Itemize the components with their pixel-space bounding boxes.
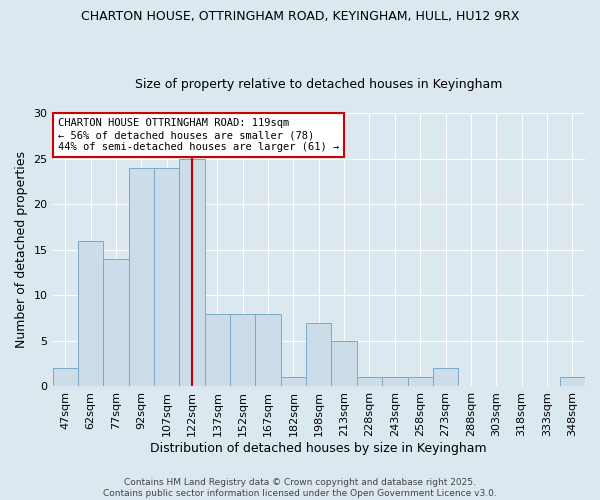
Bar xyxy=(205,314,230,386)
Bar xyxy=(103,259,128,386)
Text: Contains HM Land Registry data © Crown copyright and database right 2025.
Contai: Contains HM Land Registry data © Crown c… xyxy=(103,478,497,498)
Bar xyxy=(382,378,407,386)
Bar xyxy=(53,368,78,386)
Title: Size of property relative to detached houses in Keyingham: Size of property relative to detached ho… xyxy=(135,78,502,91)
Bar xyxy=(560,378,585,386)
Text: CHARTON HOUSE, OTTRINGHAM ROAD, KEYINGHAM, HULL, HU12 9RX: CHARTON HOUSE, OTTRINGHAM ROAD, KEYINGHA… xyxy=(81,10,519,23)
Bar xyxy=(357,378,382,386)
Bar xyxy=(179,158,205,386)
Bar xyxy=(230,314,256,386)
Bar xyxy=(407,378,433,386)
Y-axis label: Number of detached properties: Number of detached properties xyxy=(15,151,28,348)
Bar xyxy=(281,378,306,386)
X-axis label: Distribution of detached houses by size in Keyingham: Distribution of detached houses by size … xyxy=(151,442,487,455)
Text: CHARTON HOUSE OTTRINGHAM ROAD: 119sqm
← 56% of detached houses are smaller (78)
: CHARTON HOUSE OTTRINGHAM ROAD: 119sqm ← … xyxy=(58,118,339,152)
Bar xyxy=(331,341,357,386)
Bar xyxy=(78,240,103,386)
Bar xyxy=(306,322,331,386)
Bar xyxy=(128,168,154,386)
Bar xyxy=(433,368,458,386)
Bar xyxy=(256,314,281,386)
Bar xyxy=(154,168,179,386)
